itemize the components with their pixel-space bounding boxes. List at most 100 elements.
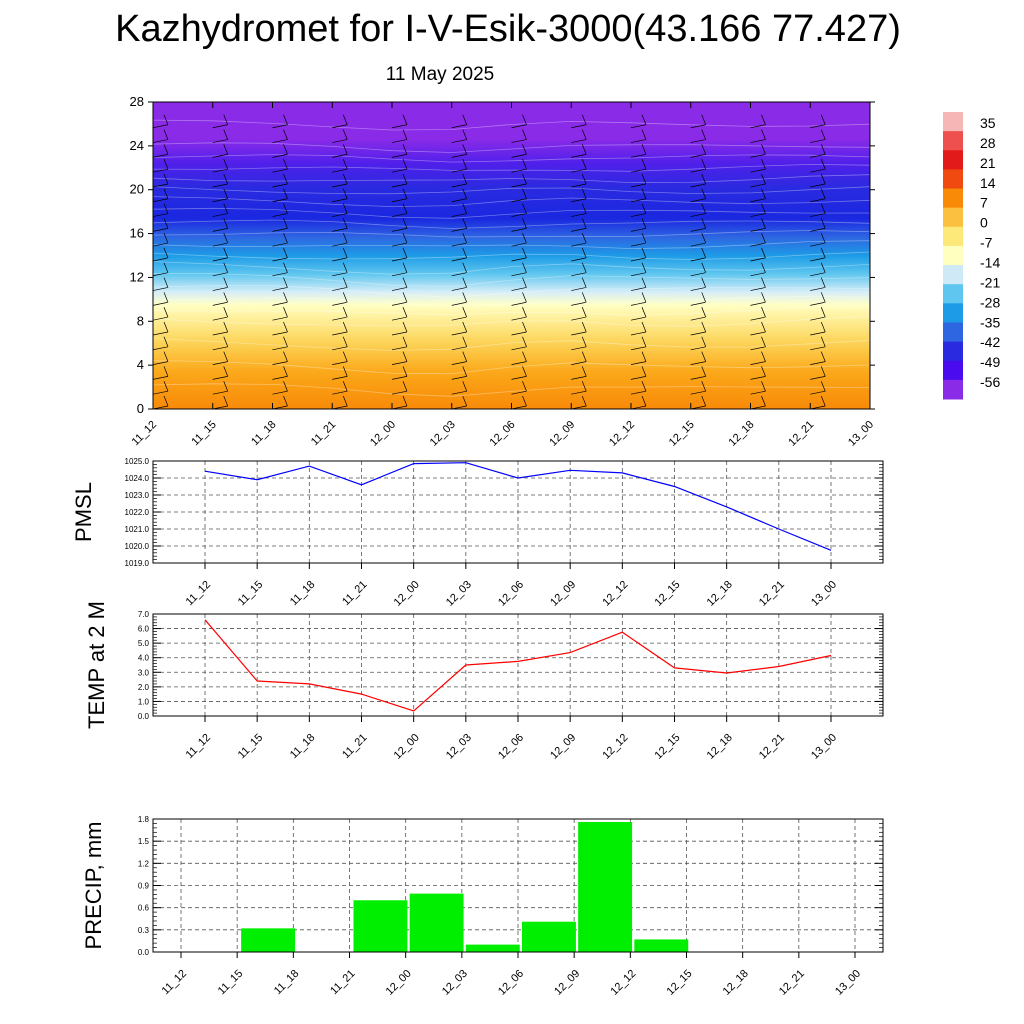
wind-barb-staff [451, 361, 467, 365]
wind-barb-feather [881, 263, 885, 273]
wind-barb-staff [690, 168, 706, 173]
wind-barb-staff [153, 316, 168, 321]
wind-barb [212, 159, 229, 173]
wind-barb-staff [212, 302, 228, 306]
wind-barb [391, 173, 408, 188]
wind-barb-feather [641, 203, 647, 214]
wind-barb [690, 247, 707, 262]
isotherm-line [153, 261, 870, 275]
wind-barb-staff [212, 361, 228, 365]
wind-barb-feather [522, 307, 527, 318]
wind-barb-staff [153, 228, 168, 232]
wind-barb [750, 307, 766, 321]
wind-barb-feather [342, 277, 348, 288]
wind-barb [451, 188, 468, 203]
wind-barb-staff [869, 334, 870, 335]
wind-barb-feather [342, 262, 348, 273]
wind-barb-feather [641, 321, 647, 333]
wind-barb [750, 262, 766, 277]
wind-barb-feather [761, 277, 766, 288]
wind-barb-staff [869, 245, 870, 247]
x-tick-label: 13_00 [809, 732, 839, 762]
wind-barb-staff [272, 302, 288, 306]
wind-barb-staff [451, 183, 467, 188]
wind-barb-staff [272, 376, 288, 380]
y-tick-label: 4.0 [138, 654, 150, 663]
wind-barb [630, 129, 647, 143]
colorbar-label: 28 [980, 135, 996, 151]
wind-barb-feather [283, 262, 288, 273]
wind-barb [451, 262, 468, 277]
wind-barb-staff [332, 346, 348, 351]
wind-barb-staff [272, 168, 288, 173]
wind-barb [869, 218, 885, 232]
y-tick-label: 0.6 [138, 904, 150, 913]
wind-barb [869, 408, 870, 409]
wind-barb-staff [212, 168, 228, 173]
wind-barb-staff [630, 154, 646, 158]
x-tick-label: 12_00 [392, 579, 422, 609]
x-tick-label: 11_12 [184, 732, 214, 762]
wind-barb [153, 381, 169, 395]
wind-barb-staff [869, 186, 870, 187]
wind-barb-staff [869, 364, 870, 365]
wind-barb-feather [402, 336, 408, 347]
wind-barb-feather [163, 336, 169, 347]
heatmap-x-tick-label: 12_09 [547, 419, 577, 449]
wind-barb-feather [522, 129, 527, 140]
wind-barb-feather [163, 233, 169, 244]
heatmap-y-tick-label: 0 [137, 401, 144, 416]
wind-barb-feather [641, 144, 647, 155]
wind-barb-staff [511, 213, 527, 217]
wind-barb-feather [761, 366, 766, 377]
heatmap-x-tick-label: 12_03 [428, 419, 458, 449]
x-tick-label: 12_18 [705, 732, 735, 762]
wind-barb-feather [402, 188, 408, 199]
wind-barb [511, 307, 527, 321]
y-tick-label: 1024.0 [125, 474, 150, 483]
wind-barb-staff [750, 242, 766, 247]
wind-barb-feather [641, 218, 647, 229]
wind-barb [153, 203, 169, 217]
wind-barb [212, 247, 229, 262]
wind-barb [391, 233, 408, 247]
wind-barb-feather [701, 144, 707, 155]
wind-barb-feather [641, 188, 647, 199]
wind-barb-staff [810, 331, 826, 336]
wind-barb-staff [451, 242, 467, 247]
wind-barb-feather [820, 321, 826, 333]
wind-barb-staff [332, 361, 348, 365]
x-tick-label: 12_15 [653, 732, 683, 762]
wind-barb-staff [451, 287, 467, 291]
wind-barb-feather [402, 366, 408, 377]
wind-barb-staff [511, 390, 527, 395]
wind-barb [690, 321, 707, 336]
y-axis-label: PRECIP, mm [81, 822, 106, 950]
wind-barb-feather [701, 307, 707, 318]
wind-barb-feather [701, 188, 707, 199]
x-tick-label: 11_21 [328, 968, 358, 998]
colorbar-swatch [943, 284, 963, 304]
wind-barb-feather [820, 307, 826, 318]
wind-barb-feather [462, 366, 468, 377]
wind-barb-feather [342, 188, 348, 199]
wind-barb-feather [402, 129, 408, 140]
wind-barb [571, 336, 587, 351]
wind-barb-feather [641, 351, 647, 362]
wind-barb-staff [750, 331, 766, 336]
wind-barb-staff [869, 216, 870, 217]
wind-barb-staff [332, 302, 347, 306]
wind-barb-feather [223, 292, 229, 303]
wind-barb [391, 336, 408, 351]
y-tick-label: 1.8 [138, 815, 150, 824]
wind-barb [153, 159, 169, 173]
colorbar-label: -21 [980, 274, 1000, 290]
wind-barb-staff [690, 257, 706, 262]
wind-barb-staff [332, 139, 348, 143]
wind-barb-feather [881, 218, 885, 228]
wind-barb [153, 173, 169, 188]
wind-barb [571, 262, 587, 277]
wind-barb-staff [690, 183, 706, 188]
plot-frame [152, 460, 884, 564]
wind-barb [272, 114, 288, 129]
